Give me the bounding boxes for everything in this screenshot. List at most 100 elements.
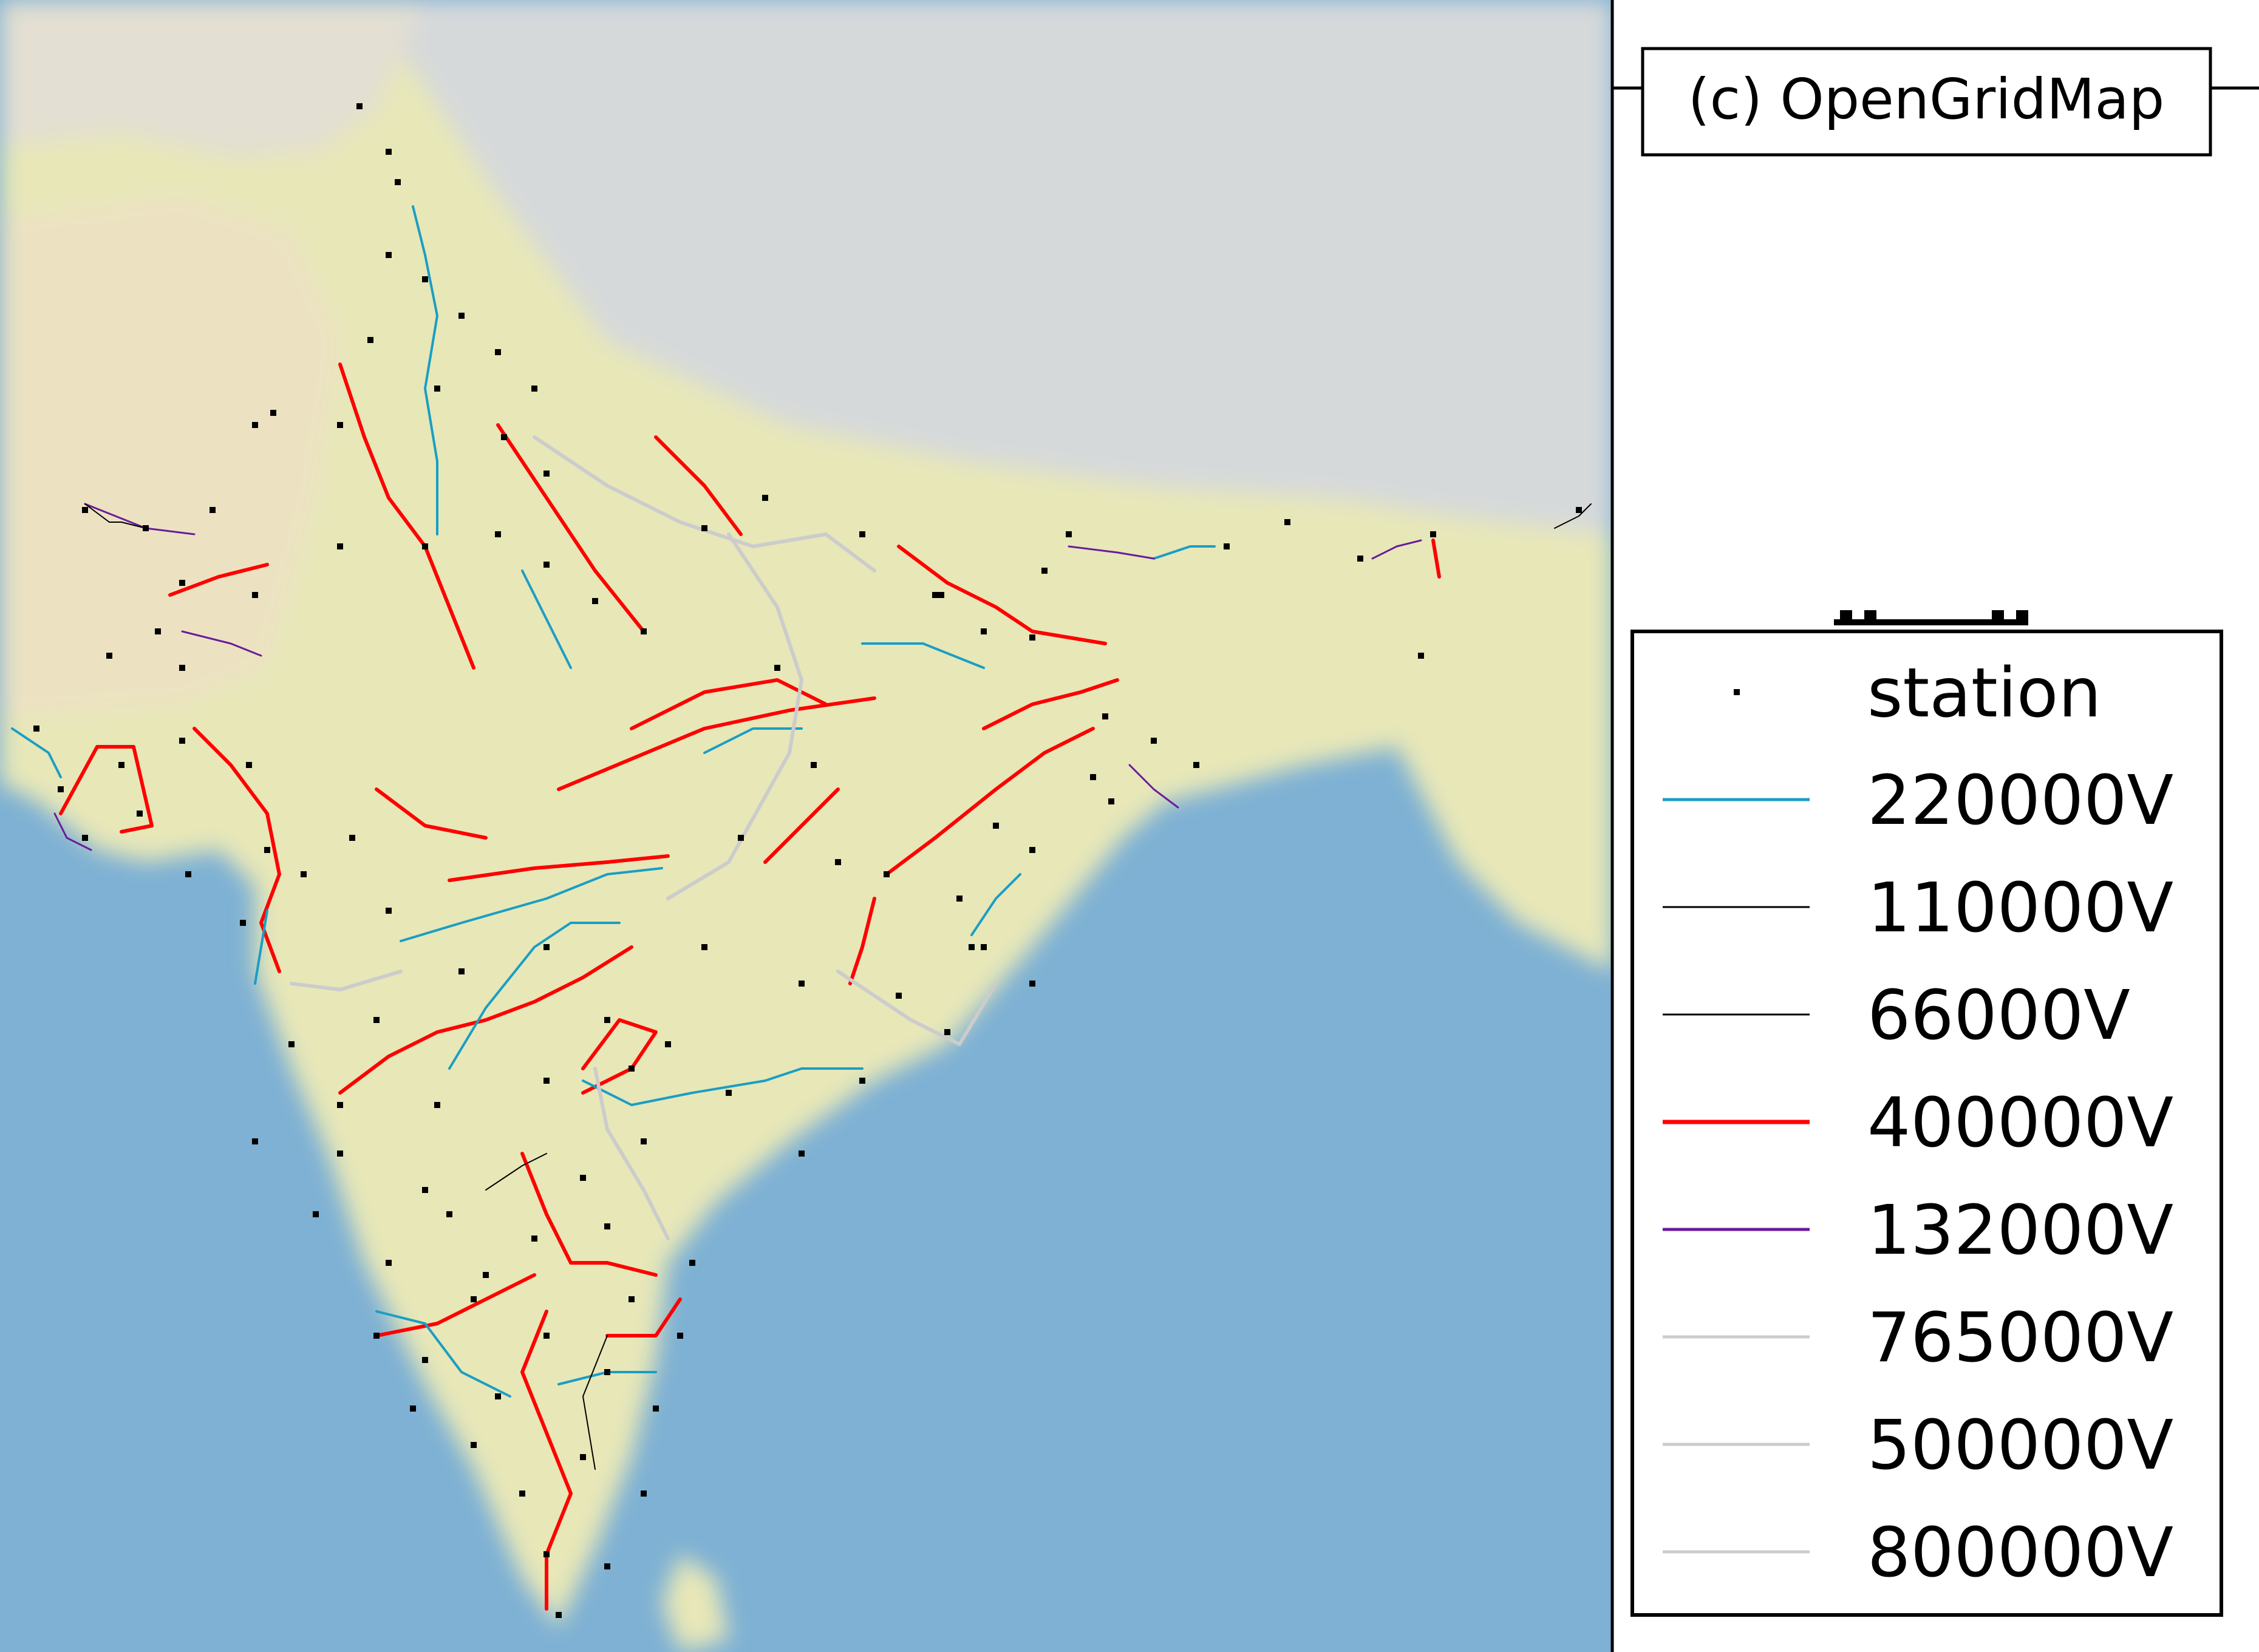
- station-marker: [495, 349, 501, 355]
- credit-box: [1641, 47, 2212, 157]
- station-marker: [1041, 568, 1048, 574]
- legend-item-800000V: 800000V: [1663, 1514, 2173, 1593]
- station-marker: [592, 598, 598, 604]
- station-marker: [155, 628, 161, 634]
- basemap-layer: [0, 0, 1612, 1652]
- station-marker: [313, 1211, 319, 1217]
- line-132000V: [1068, 545, 1155, 560]
- station-marker: [701, 944, 707, 950]
- line-220000V: [412, 205, 438, 535]
- line-220000V: [861, 642, 985, 669]
- line-400000V: [168, 563, 269, 597]
- stations-layer: [33, 103, 1582, 1618]
- line-400000V: [338, 362, 475, 670]
- line-400000V: [375, 1273, 536, 1338]
- station-marker: [543, 1551, 550, 1557]
- line-66000V: [84, 503, 146, 529]
- line-400000V: [338, 945, 633, 1095]
- station-marker: [252, 592, 258, 598]
- station-marker: [185, 871, 191, 877]
- line-400000V: [448, 854, 670, 882]
- line-400000V: [897, 545, 1107, 645]
- station-marker: [774, 665, 780, 671]
- line-220000V: [1153, 545, 1216, 560]
- station-marker: [495, 531, 501, 537]
- desert-area: [0, 194, 340, 716]
- legend-label: 132000V: [1867, 1191, 2173, 1270]
- station-marker: [301, 871, 307, 877]
- station-marker: [543, 562, 550, 568]
- station-marker: [944, 1029, 950, 1035]
- legend-item-132000V: 132000V: [1663, 1191, 2173, 1270]
- station-marker: [422, 543, 428, 549]
- station-marker: [270, 410, 276, 416]
- station-marker: [483, 1272, 489, 1278]
- station-marker: [337, 1102, 343, 1108]
- station-marker: [495, 1393, 501, 1399]
- station-marker: [458, 968, 465, 974]
- sri-lanka-area: [662, 1554, 729, 1652]
- line-220000V: [448, 922, 621, 1070]
- station-marker: [179, 665, 185, 671]
- station-marker: [1029, 847, 1035, 853]
- line-400000V: [982, 678, 1119, 730]
- station-marker: [969, 944, 975, 950]
- station-marker: [938, 592, 944, 598]
- station-marker: [118, 762, 124, 768]
- station-marker: [179, 580, 185, 586]
- station-marker: [629, 1066, 635, 1072]
- station-marker: [1193, 762, 1199, 768]
- station-marker: [738, 835, 744, 841]
- legend-swatch-station: [1734, 689, 1740, 695]
- line-400000V: [763, 787, 840, 864]
- station-marker: [458, 313, 465, 319]
- legend-item-765000V: 765000V: [1663, 1299, 2173, 1378]
- station-marker: [33, 726, 39, 732]
- mountain-area-west: [0, 0, 425, 158]
- line-132000V: [1371, 539, 1422, 560]
- line-220000V: [400, 867, 663, 942]
- line-400000V: [848, 897, 876, 985]
- line-765000V: [666, 532, 803, 900]
- station-marker: [373, 1333, 380, 1339]
- station-marker: [604, 1017, 610, 1023]
- station-marker: [1430, 531, 1436, 537]
- line-220000V: [11, 727, 62, 778]
- line-400000V: [605, 1297, 682, 1338]
- station-marker: [356, 103, 363, 109]
- line-400000V: [496, 423, 646, 633]
- line-500000V: [593, 1067, 670, 1240]
- station-marker: [531, 1236, 537, 1242]
- line-400000V: [520, 1152, 658, 1277]
- station-marker: [434, 1102, 440, 1108]
- station-marker: [1418, 653, 1424, 659]
- station-marker: [1151, 738, 1157, 744]
- station-marker: [641, 628, 647, 634]
- station-marker: [386, 1260, 392, 1266]
- legend-item-66000V: 66000V: [1663, 976, 2130, 1055]
- station-marker: [137, 811, 143, 817]
- station-marker: [1029, 634, 1035, 641]
- station-marker: [1284, 519, 1290, 525]
- station-marker: [689, 1260, 695, 1266]
- station-marker: [422, 1357, 428, 1363]
- station-marker: [1357, 556, 1363, 562]
- station-marker: [264, 847, 270, 853]
- station-marker: [422, 1187, 428, 1193]
- line-220000V: [521, 569, 572, 669]
- station-marker: [604, 1369, 610, 1375]
- line-220000V: [375, 1310, 511, 1398]
- station-marker: [210, 507, 216, 513]
- station-marker: [1066, 531, 1072, 537]
- line-765000V: [533, 435, 876, 573]
- line-132000V: [1128, 764, 1179, 809]
- legend-item-110000V: 110000V: [1663, 869, 2173, 948]
- line-110000V: [582, 1335, 608, 1470]
- station-marker: [799, 981, 805, 987]
- legend-item-400000V: 400000V: [1663, 1084, 2173, 1163]
- station-marker: [604, 1223, 610, 1229]
- station-marker: [252, 422, 258, 428]
- line-220000V: [703, 727, 803, 754]
- station-marker: [1108, 798, 1114, 804]
